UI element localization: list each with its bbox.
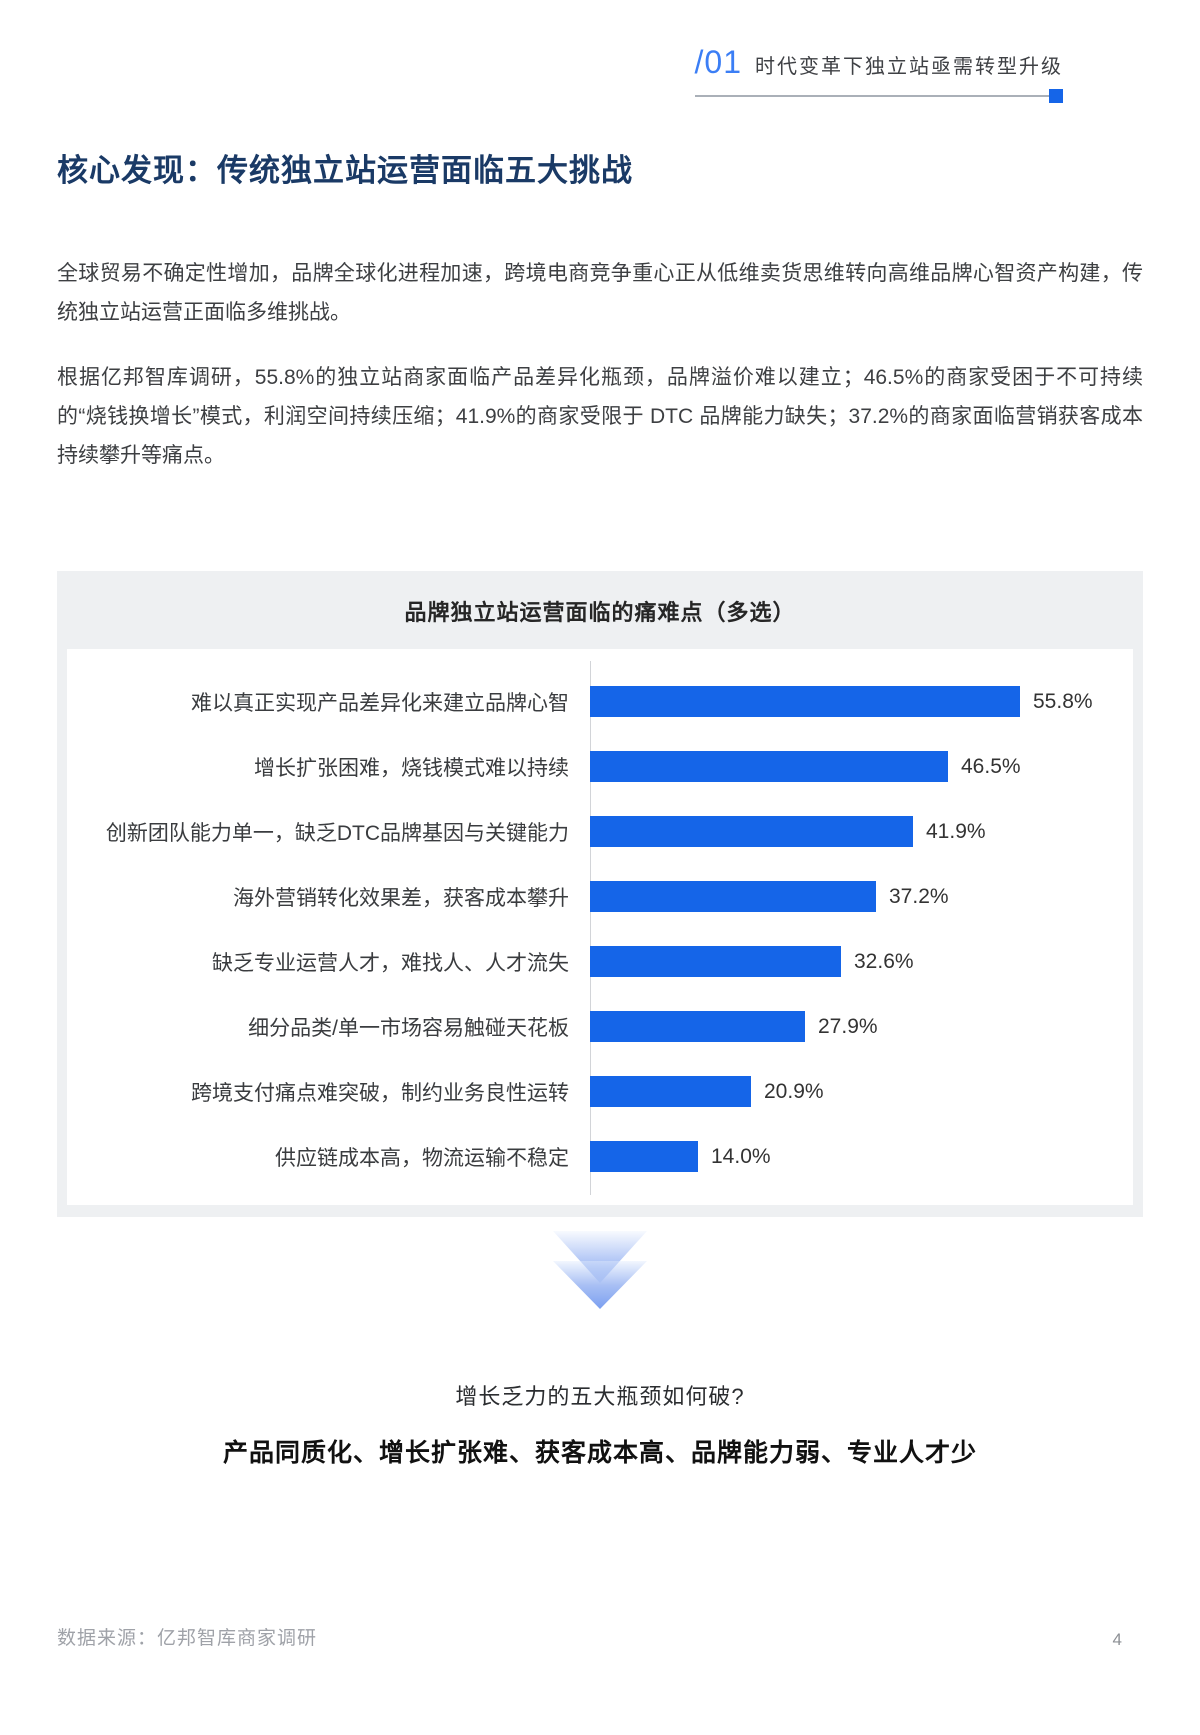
page-footer: 数据来源：亿邦智库商家调研 4: [57, 1623, 1122, 1650]
bar-track: 46.5%: [590, 751, 1133, 782]
bar-category-label: 跨境支付痛点难突破，制约业务良性运转: [191, 1081, 569, 1105]
chart-title: 品牌独立站运营面临的痛难点（多选）: [404, 600, 796, 625]
bar-track: 14.0%: [590, 1141, 1133, 1172]
chart-axis-line: [590, 661, 591, 1195]
chart-card: 品牌独立站运营面临的痛难点（多选） 难以真正实现产品差异化来建立品牌心智 55.8…: [57, 571, 1143, 1217]
header-rule: [694, 89, 1063, 103]
bar: [590, 1141, 698, 1172]
answer-text: 产品同质化、增长扩张难、获客成本高、品牌能力弱、专业人才少: [222, 1439, 977, 1467]
bar-track: 55.8%: [590, 686, 1133, 717]
chart-row: 增长扩张困难，烧钱模式难以持续 46.5%: [67, 734, 1133, 799]
chart-row: 细分品类/单一市场容易触碰天花板 27.9%: [67, 994, 1133, 1059]
chart-row: 创新团队能力单一，缺乏DTC品牌基因与关键能力 41.9%: [67, 799, 1133, 864]
bar: [590, 881, 876, 912]
bar-value-label: 32.6%: [854, 949, 914, 973]
bar-track: 32.6%: [590, 946, 1133, 977]
header-rule-line: [694, 95, 1049, 97]
bar-value-label: 41.9%: [926, 819, 986, 843]
data-source: 数据来源：亿邦智库商家调研: [57, 1628, 318, 1649]
bar-category-label: 创新团队能力单一，缺乏DTC品牌基因与关键能力: [105, 821, 569, 845]
chart-row: 跨境支付痛点难突破，制约业务良性运转 20.9%: [67, 1059, 1133, 1124]
bar: [590, 1076, 751, 1107]
bar-category-label: 细分品类/单一市场容易触碰天花板: [248, 1016, 569, 1040]
chapter-number: /01: [694, 44, 742, 80]
chart-row: 缺乏专业运营人才，难找人、人才流失 32.6%: [67, 929, 1133, 994]
bar-value-label: 20.9%: [764, 1079, 824, 1103]
bar-category-label: 海外营销转化效果差，获客成本攀升: [233, 886, 569, 910]
bar-category-label: 增长扩张困难，烧钱模式难以持续: [254, 756, 569, 780]
bar-chart: 难以真正实现产品差异化来建立品牌心智 55.8% 增长扩张困难，烧钱模式难以持续 46…: [67, 649, 1133, 1205]
chapter-header-block: /01 时代变革下独立站亟需转型升级: [694, 44, 1063, 103]
bar: [590, 1011, 805, 1042]
double-down-arrow-icon: [553, 1231, 647, 1309]
page-number: 4: [1112, 1630, 1122, 1649]
chapter-title: 时代变革下独立站亟需转型升级: [755, 56, 1063, 78]
blue-square-marker-icon: [1049, 89, 1063, 103]
chart-rows: 难以真正实现产品差异化来建立品牌心智 55.8% 增长扩张困难，烧钱模式难以持续 46…: [67, 661, 1133, 1195]
bar-value-label: 55.8%: [1033, 689, 1093, 713]
bar: [590, 751, 948, 782]
intro-paragraph: 全球贸易不确定性增加，品牌全球化进程加速，跨境电商竞争重心正从低维卖货思维转向高…: [57, 262, 1143, 324]
chapter-header-text: /01 时代变革下独立站亟需转型升级: [695, 44, 1063, 81]
bar: [590, 686, 1020, 717]
bar-category-label: 缺乏专业运营人才，难找人、人才流失: [212, 951, 569, 975]
bar-value-label: 37.2%: [889, 884, 949, 908]
bar-track: 41.9%: [590, 816, 1133, 847]
chart-row: 海外营销转化效果差，获客成本攀升 37.2%: [67, 864, 1133, 929]
page-title: 核心发现：传统独立站运营面临五大挑战: [57, 153, 633, 188]
bar-value-label: 27.9%: [818, 1014, 878, 1038]
bar-category-label: 供应链成本高，物流运输不稳定: [275, 1146, 569, 1170]
bar-value-label: 14.0%: [711, 1144, 771, 1168]
chart-row: 供应链成本高，物流运输不稳定 14.0%: [67, 1124, 1133, 1189]
bar-track: 27.9%: [590, 1011, 1133, 1042]
bar-value-label: 46.5%: [961, 754, 1021, 778]
bar: [590, 816, 913, 847]
stats-paragraph: 根据亿邦智库调研，55.8%的独立站商家面临产品差异化瓶颈，品牌溢价难以建立；4…: [57, 366, 1143, 467]
down-triangle-bottom: [553, 1261, 647, 1309]
page-header: /01 时代变革下独立站亟需转型升级: [0, 0, 1200, 103]
bar-track: 20.9%: [590, 1076, 1133, 1107]
chart-row: 难以真正实现产品差异化来建立品牌心智 55.8%: [67, 669, 1133, 734]
bar-category-label: 难以真正实现产品差异化来建立品牌心智: [191, 691, 569, 715]
question-text: 增长乏力的五大瓶颈如何破?: [455, 1384, 745, 1409]
bar-track: 37.2%: [590, 881, 1133, 912]
bar: [590, 946, 841, 977]
